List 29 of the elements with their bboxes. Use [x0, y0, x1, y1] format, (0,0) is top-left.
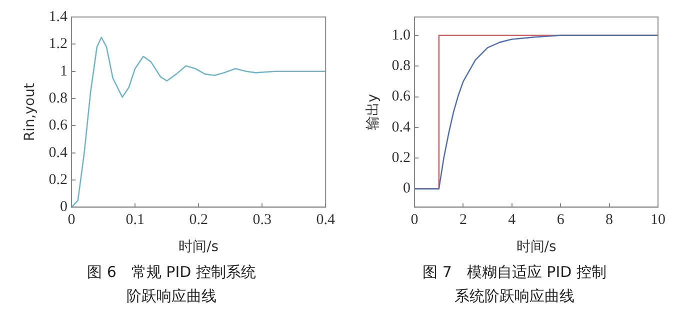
y-axis-title: Rin,yout — [22, 82, 38, 142]
x-tick-label: 0.2 — [189, 212, 208, 228]
x-axis-title: 时间/s — [516, 239, 556, 256]
y-tick-label: 0.8 — [392, 58, 411, 74]
y-tick-label: 0.6 — [48, 118, 68, 134]
x-tick-label: 10 — [650, 212, 666, 228]
y-tick-label: 1 — [60, 63, 68, 80]
x-tick-label: 0.1 — [126, 212, 144, 228]
y-tick-label: 0.4 — [392, 119, 412, 136]
text: 图 6 常规 PID 控制系统阶跃响应曲线 — [86, 262, 257, 307]
y-axis-title: 输出y — [365, 94, 382, 130]
x-axis-title: 时间/s — [178, 239, 219, 256]
x-tick-label: 6 — [556, 212, 565, 228]
text: 图 7 模糊自适应 PID 控制系统阶跃响应曲线 — [422, 262, 608, 307]
x-tick-label: 4 — [508, 212, 516, 228]
x-tick-label: 0.3 — [252, 212, 272, 228]
y-tick-label: 0.2 — [48, 172, 68, 188]
y-tick-label: 0.4 — [48, 144, 68, 161]
y-tick-label: 0 — [403, 180, 411, 197]
y-tick-label: 0 — [60, 199, 68, 216]
y-tick-label: 1.4 — [48, 8, 68, 25]
y-tick-label: 0.6 — [392, 88, 412, 105]
x-tick-label: 0.4 — [316, 212, 336, 228]
y-tick-label: 0.8 — [48, 90, 68, 106]
y-tick-label: 1.2 — [48, 36, 68, 52]
x-tick-label: 2 — [459, 212, 467, 228]
y-tick-label: 0.2 — [392, 150, 411, 166]
x-tick-label: 8 — [606, 212, 614, 228]
y-tick-label: 1.0 — [392, 27, 411, 44]
